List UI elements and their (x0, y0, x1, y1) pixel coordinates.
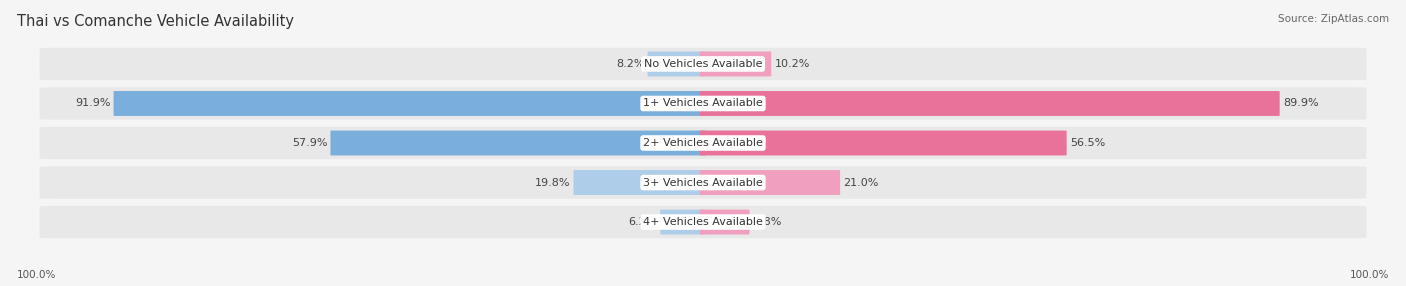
FancyBboxPatch shape (700, 210, 749, 235)
FancyBboxPatch shape (648, 51, 706, 76)
Text: 57.9%: 57.9% (292, 138, 328, 148)
FancyBboxPatch shape (114, 91, 706, 116)
Text: 1+ Vehicles Available: 1+ Vehicles Available (643, 98, 763, 108)
FancyBboxPatch shape (700, 130, 1067, 156)
Text: 56.5%: 56.5% (1070, 138, 1105, 148)
Text: 19.8%: 19.8% (534, 178, 571, 188)
Text: 10.2%: 10.2% (775, 59, 810, 69)
Text: 2+ Vehicles Available: 2+ Vehicles Available (643, 138, 763, 148)
Text: 3+ Vehicles Available: 3+ Vehicles Available (643, 178, 763, 188)
Text: 6.8%: 6.8% (752, 217, 782, 227)
FancyBboxPatch shape (700, 170, 841, 195)
FancyBboxPatch shape (661, 210, 706, 235)
FancyBboxPatch shape (700, 51, 772, 76)
Text: Source: ZipAtlas.com: Source: ZipAtlas.com (1278, 14, 1389, 24)
Text: 89.9%: 89.9% (1282, 98, 1319, 108)
FancyBboxPatch shape (330, 130, 706, 156)
FancyBboxPatch shape (700, 91, 1279, 116)
FancyBboxPatch shape (39, 127, 1367, 159)
FancyBboxPatch shape (39, 206, 1367, 238)
Text: Thai vs Comanche Vehicle Availability: Thai vs Comanche Vehicle Availability (17, 14, 294, 29)
Text: 21.0%: 21.0% (844, 178, 879, 188)
Text: 91.9%: 91.9% (75, 98, 111, 108)
Text: 100.0%: 100.0% (17, 270, 56, 280)
FancyBboxPatch shape (39, 166, 1367, 199)
Text: 100.0%: 100.0% (1350, 270, 1389, 280)
Text: No Vehicles Available: No Vehicles Available (644, 59, 762, 69)
Text: 4+ Vehicles Available: 4+ Vehicles Available (643, 217, 763, 227)
FancyBboxPatch shape (39, 87, 1367, 120)
FancyBboxPatch shape (574, 170, 706, 195)
Text: 6.2%: 6.2% (628, 217, 657, 227)
FancyBboxPatch shape (39, 48, 1367, 80)
Text: 8.2%: 8.2% (616, 59, 644, 69)
Legend: Thai, Comanche: Thai, Comanche (620, 283, 786, 286)
